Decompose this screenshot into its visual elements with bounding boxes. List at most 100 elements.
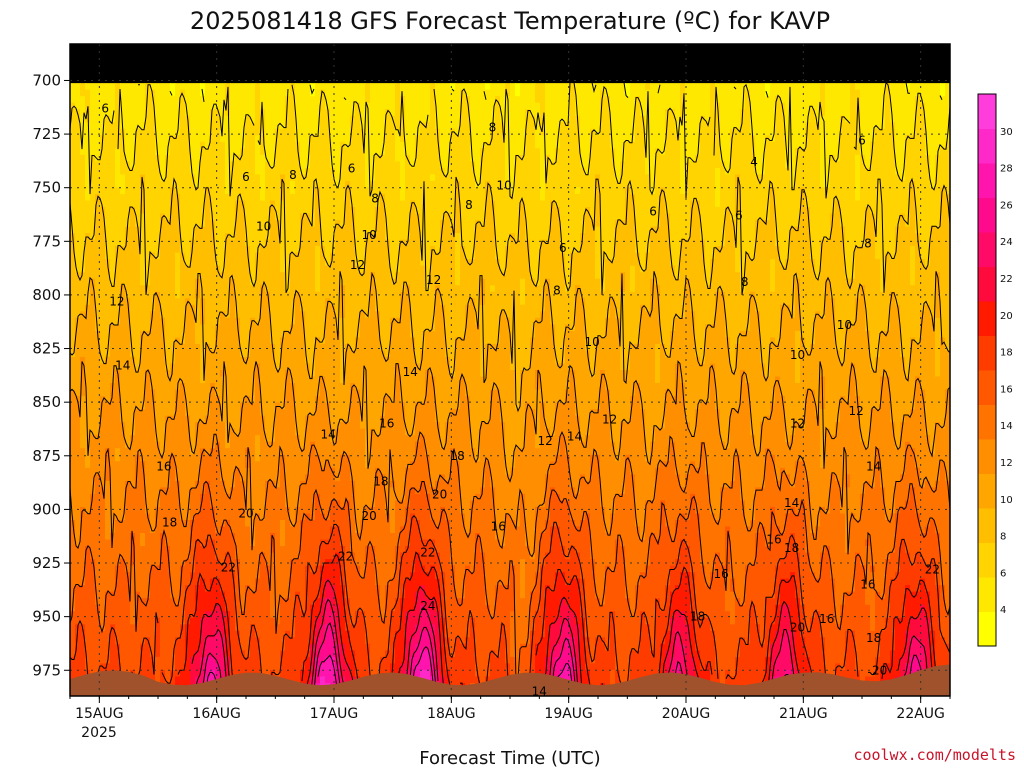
temperature-cell (125, 435, 131, 443)
temperature-cell (180, 128, 191, 136)
temperature-cell (475, 220, 481, 228)
temperature-cell (370, 311, 381, 319)
temperature-cell (715, 402, 741, 410)
temperature-cell (320, 500, 331, 508)
temperature-cell (470, 148, 481, 156)
temperature-cell (345, 343, 351, 352)
temperature-cell (530, 630, 546, 638)
temperature-cell (180, 624, 186, 632)
temperature-cell (720, 180, 736, 189)
temperature-cell (905, 213, 911, 221)
temperature-cell (475, 298, 481, 306)
temperature-cell (185, 259, 191, 267)
temperature-cell (485, 83, 491, 91)
temperature-cell (575, 89, 601, 97)
temperature-cell (635, 513, 646, 521)
temperature-cell (85, 454, 91, 462)
temperature-cell (360, 265, 366, 273)
temperature-cell (725, 598, 736, 606)
temperature-cell (525, 578, 536, 586)
temperature-cell (835, 207, 841, 215)
temperature-cell (190, 115, 211, 123)
temperature-cell (70, 428, 81, 436)
temperature-cell (410, 330, 426, 338)
temperature-cell (640, 624, 651, 632)
temperature-cell (765, 461, 776, 469)
temperature-cell (200, 161, 226, 169)
temperature-cell (325, 585, 336, 593)
temperature-cell (175, 278, 181, 286)
temperature-cell (890, 83, 906, 91)
temperature-cell (630, 604, 636, 612)
temperature-cell (340, 604, 346, 612)
temperature-cell (120, 376, 146, 384)
temperature-cell (210, 207, 236, 215)
temperature-cell (945, 343, 950, 352)
temperature-cell (485, 220, 496, 228)
temperature-cell (330, 533, 341, 541)
temperature-cell (420, 552, 441, 560)
temperature-cell (710, 500, 721, 508)
temperature-cell (400, 187, 406, 195)
temperature-cell (920, 239, 931, 247)
temperature-cell (240, 565, 261, 573)
temperature-cell (145, 461, 171, 469)
temperature-cell (760, 356, 771, 365)
temperature-cell (275, 350, 281, 358)
temperature-cell (505, 630, 511, 638)
temperature-cell (900, 350, 911, 358)
temperature-cell (190, 167, 201, 175)
temperature-cell (310, 161, 331, 169)
temperature-cell (175, 474, 201, 482)
temperature-cell (350, 415, 361, 423)
temperature-cell (635, 585, 666, 593)
temperature-cell (730, 617, 736, 625)
temperature-cell (650, 630, 656, 638)
temperature-cell (230, 487, 246, 495)
temperature-cell (755, 546, 791, 554)
temperature-cell (455, 83, 486, 91)
temperature-cell (315, 448, 366, 456)
temperature-cell (680, 474, 686, 482)
temperature-cell (400, 526, 411, 534)
temperature-cell (270, 578, 291, 586)
temperature-cell (810, 565, 821, 573)
temperature-cell (750, 630, 761, 638)
temperature-cell (840, 213, 866, 221)
temperature-cell (315, 396, 326, 404)
temperature-cell (520, 572, 526, 580)
temperature-cell (580, 233, 596, 241)
temperature-cell (525, 226, 551, 234)
temperature-cell (480, 363, 486, 371)
temperature-cell (340, 474, 351, 482)
temperature-cell (840, 128, 861, 136)
temperature-cell (540, 604, 546, 612)
temperature-cell (645, 265, 676, 273)
temperature-cell (365, 246, 391, 254)
temperature-cell (450, 167, 476, 175)
temperature-cell (110, 533, 131, 541)
temperature-cell (560, 448, 566, 456)
temperature-cell (340, 624, 346, 632)
temperature-cell (480, 154, 506, 162)
temperature-cell (615, 441, 621, 449)
temperature-cell (630, 396, 641, 404)
temperature-cell (550, 513, 571, 521)
temperature-cell (260, 174, 266, 182)
temperature-cell (910, 272, 916, 280)
temperature-cell (320, 265, 361, 273)
temperature-cell (410, 500, 431, 508)
temperature-cell (105, 493, 126, 501)
temperature-cell (940, 213, 950, 221)
temperature-cell (660, 311, 686, 319)
temperature-cell (585, 317, 606, 325)
temperature-cell (830, 174, 856, 182)
temperature-cell (675, 454, 701, 462)
temperature-cell (70, 493, 91, 501)
temperature-cell (485, 213, 496, 221)
temperature-cell (765, 89, 771, 97)
temperature-cell (85, 174, 91, 182)
temperature-cell (640, 389, 666, 397)
temperature-cell (700, 526, 726, 534)
temperature-cell (160, 448, 166, 456)
